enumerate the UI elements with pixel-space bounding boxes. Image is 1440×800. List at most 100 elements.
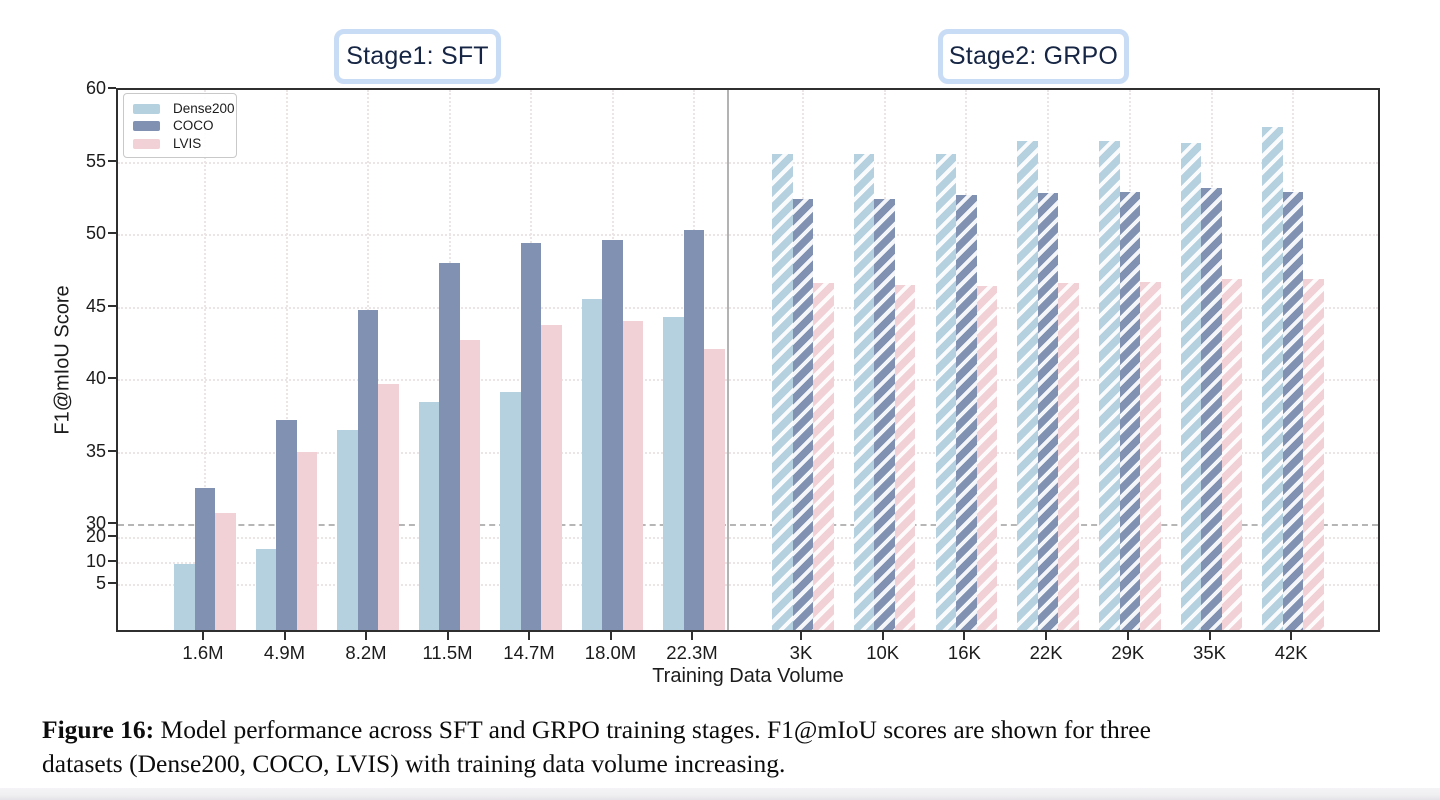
x-tick-label-42k: 42K: [1274, 642, 1308, 663]
x-tick-label-22.3m: 22.3M: [666, 642, 718, 663]
x-tick-label-22k: 22K: [1029, 642, 1063, 663]
bar-lvis-29k: [1140, 281, 1161, 630]
stage1-sft-label-box: Stage1: SFT: [334, 29, 501, 84]
y-tick-label-50: 50: [85, 223, 106, 244]
x-axis-title: Training Data Volume: [652, 665, 844, 687]
legend-swatch-dense200: [133, 103, 160, 114]
horizontal-gridline: [118, 537, 1378, 539]
y-tick-label-30: 30: [85, 513, 106, 534]
y-tick-mark: [108, 87, 116, 89]
y-tick-label-40: 40: [85, 368, 106, 389]
figure-caption-line2: datasets (Dense200, COCO, LVIS) with tra…: [42, 749, 786, 778]
x-tick-mark: [446, 632, 449, 640]
bar-dense200-22.3m: [663, 316, 684, 630]
x-tick-label-3k: 3K: [789, 642, 813, 663]
x-tick-label-16k: 16K: [947, 642, 981, 663]
bar-lvis-18.0m: [622, 321, 644, 630]
horizontal-gridline: [118, 379, 1378, 382]
chart-legend: Dense200 COCO LVIS: [123, 93, 237, 158]
legend-item-coco: COCO: [133, 119, 227, 134]
bar-coco-14.7m: [520, 242, 542, 630]
x-tick-mark: [365, 632, 367, 640]
stage2-grpo-label-box: Stage2: GRPO: [938, 29, 1129, 84]
x-tick-mark: [1045, 632, 1048, 640]
bar-coco-8.2m: [357, 309, 379, 630]
bar-dense200-42k: [1262, 126, 1283, 630]
y-tick-label-45: 45: [85, 295, 106, 316]
bar-dense200-11.5m: [418, 402, 440, 630]
horizontal-gridline: [118, 583, 1378, 586]
plot-area: [116, 88, 1380, 632]
legend-swatch-lvis: [133, 138, 160, 149]
legend-item-lvis: LVIS: [133, 136, 227, 151]
bar-dense200-29k: [1099, 141, 1120, 630]
bar-lvis-35k: [1221, 279, 1243, 630]
bar-coco-29k: [1119, 191, 1141, 630]
bar-lvis-22.3m: [704, 348, 725, 630]
x-tick-mark: [202, 632, 204, 640]
bar-lvis-16k: [976, 286, 998, 630]
y-tick-mark: [108, 232, 116, 235]
bar-dense200-3k: [772, 154, 793, 630]
y-tick-mark: [108, 581, 116, 584]
window-bottom-strip: [0, 788, 1440, 800]
legend-swatch-coco: [133, 121, 160, 131]
bar-dense200-22k: [1017, 141, 1038, 630]
x-tick-label-10k: 10K: [866, 642, 900, 663]
figure-caption-prefix: Figure 16:: [42, 715, 155, 744]
bar-lvis-1.6m: [215, 512, 236, 630]
x-tick-mark: [963, 632, 966, 640]
bar-coco-22.3m: [683, 229, 705, 630]
bar-dense200-8.2m: [337, 429, 358, 630]
bar-dense200-1.6m: [174, 563, 195, 630]
bar-lvis-10k: [894, 284, 916, 630]
bar-coco-11.5m: [439, 263, 460, 630]
reference-line-30: [118, 524, 1378, 527]
x-tick-label-29k: 29K: [1111, 642, 1145, 663]
stage-separator-line: [727, 90, 729, 630]
y-tick-mark: [108, 559, 116, 562]
bar-coco-16k: [956, 194, 977, 630]
x-tick-label-18.0m: 18.0M: [584, 642, 637, 663]
y-tick-mark: [108, 377, 116, 380]
bar-lvis-22k: [1058, 283, 1079, 630]
x-tick-mark: [283, 632, 286, 640]
bar-lvis-42k: [1303, 279, 1324, 630]
x-tick-mark: [800, 632, 802, 640]
y-tick-label-35: 35: [85, 440, 106, 461]
legend-label-lvis: LVIS: [173, 135, 202, 151]
x-tick-mark: [528, 632, 530, 640]
x-tick-mark: [691, 632, 693, 640]
y-tick-label-60: 60: [85, 78, 106, 98]
bar-dense200-14.7m: [500, 392, 521, 630]
x-tick-label-4.9m: 4.9M: [263, 642, 306, 663]
y-tick-mark: [108, 159, 116, 162]
bar-coco-4.9m: [276, 419, 297, 630]
y-tick-mark: [108, 522, 116, 525]
x-tick-label-8.2m: 8.2M: [345, 642, 387, 663]
x-tick-label-11.5m: 11.5M: [422, 642, 473, 663]
x-tick-label-35k: 35K: [1193, 642, 1226, 663]
y-tick-mark: [108, 535, 116, 537]
bar-dense200-35k: [1180, 142, 1202, 630]
x-tick-mark: [1290, 632, 1293, 640]
bar-coco-1.6m: [194, 487, 216, 630]
x-tick-mark: [1208, 632, 1211, 640]
bar-lvis-11.5m: [459, 339, 481, 630]
x-tick-label-14.7m: 14.7M: [503, 642, 555, 663]
y-tick-label-10: 10: [85, 550, 106, 571]
bar-lvis-4.9m: [296, 451, 318, 630]
stage1-sft-label: Stage1: SFT: [346, 42, 489, 70]
y-tick-label-20: 20: [85, 526, 106, 546]
bar-lvis-3k: [813, 283, 834, 630]
bar-dense200-16k: [935, 154, 957, 630]
horizontal-gridline: [118, 561, 1378, 564]
bar-dense200-18.0m: [581, 299, 603, 630]
x-tick-mark: [609, 632, 612, 640]
x-tick-mark: [881, 632, 884, 640]
horizontal-gridline: [118, 161, 1378, 164]
horizontal-gridline: [118, 306, 1378, 309]
y-tick-label-55: 55: [85, 150, 106, 171]
bar-coco-18.0m: [602, 239, 623, 630]
